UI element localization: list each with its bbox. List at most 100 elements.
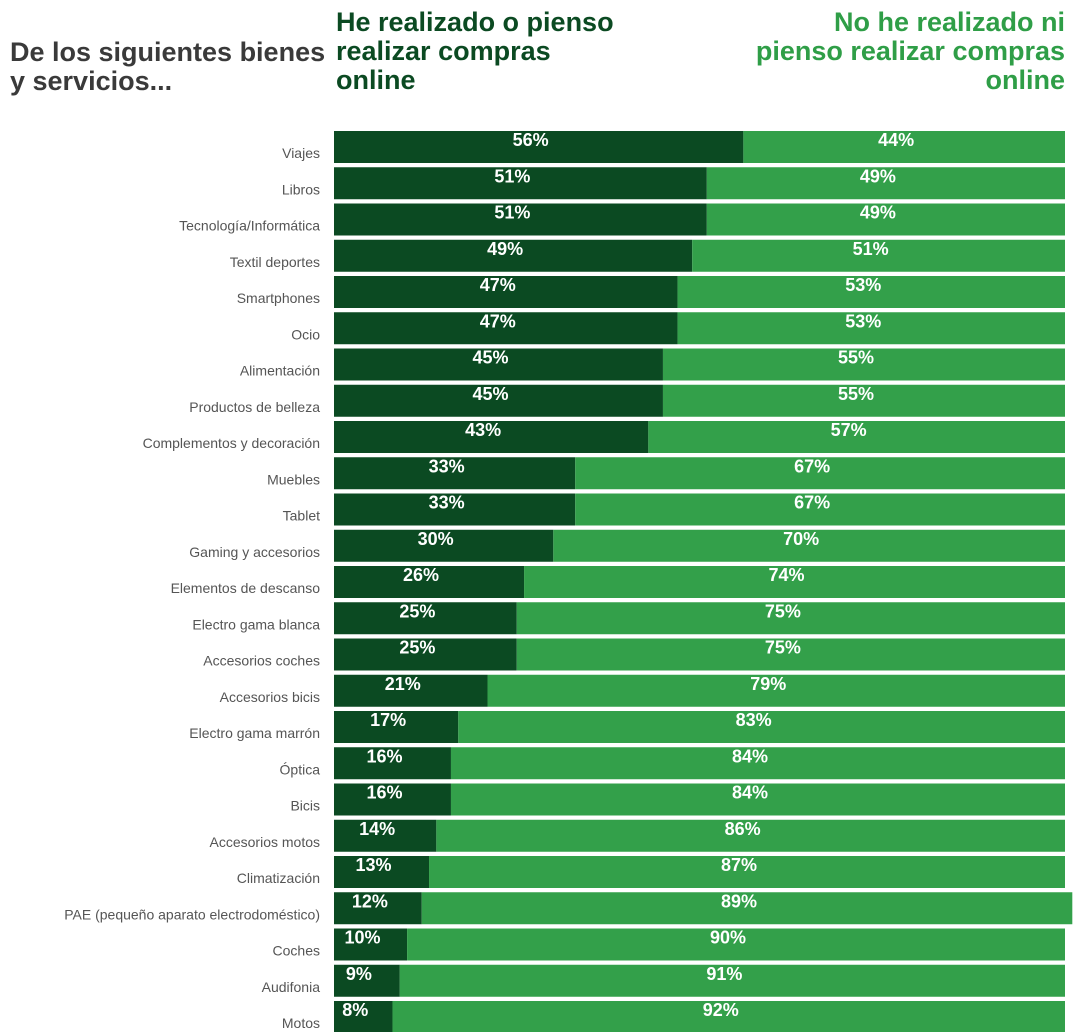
category-label: Textil deportes — [230, 254, 320, 270]
value-label-no-realizado: 84% — [732, 783, 768, 803]
value-label-no-realizado: 86% — [725, 819, 761, 839]
bar-segment-realizado — [334, 892, 422, 925]
bar-segment-no-realizado — [677, 312, 1065, 345]
value-label-no-realizado: 57% — [831, 420, 867, 440]
value-label-realizado: 13% — [355, 855, 391, 875]
bar-segment-no-realizado — [436, 819, 1066, 852]
bar-segment-no-realizado — [399, 964, 1065, 997]
value-label-realizado: 25% — [399, 638, 435, 658]
bar-segment-no-realizado — [662, 384, 1065, 417]
value-label-realizado: 45% — [472, 384, 508, 404]
category-label: Viajes — [282, 145, 320, 161]
value-label-realizado: 8% — [342, 1000, 368, 1020]
bar-segment-realizado — [334, 928, 408, 961]
category-label: Electro gama blanca — [192, 616, 320, 632]
bar-segment-no-realizado — [487, 674, 1065, 707]
category-label: Climatización — [237, 870, 320, 886]
bar-segment-no-realizado — [421, 892, 1073, 925]
category-label: Tablet — [283, 508, 320, 524]
bar-segment-no-realizado — [450, 783, 1066, 816]
bar-segment-no-realizado — [706, 167, 1065, 200]
bar-segment-realizado — [334, 747, 451, 780]
bar-segment-no-realizado — [407, 928, 1066, 961]
category-label: Accesorios coches — [203, 653, 320, 669]
bar-segment-no-realizado — [575, 457, 1065, 490]
value-label-realizado: 9% — [346, 964, 372, 984]
bar-segment-realizado — [334, 529, 554, 562]
bar-segment-no-realizado — [524, 566, 1065, 598]
bar-segment-realizado — [334, 312, 678, 345]
chart-question: De los siguientes bienes y servicios... — [10, 37, 326, 96]
value-label-no-realizado: 49% — [860, 203, 896, 223]
series-header-realizado: He realizado o pienso realizar compras o… — [336, 7, 614, 95]
category-label: Elementos de descanso — [171, 580, 321, 596]
category-label: Electro gama marrón — [189, 725, 320, 741]
bar-segment-realizado — [334, 131, 744, 163]
category-label: Accesorios bicis — [220, 689, 320, 705]
value-label-no-realizado: 84% — [732, 746, 768, 766]
value-label-no-realizado: 75% — [765, 601, 801, 621]
category-label: Motos — [282, 1015, 320, 1031]
category-label: Libros — [282, 181, 320, 197]
value-label-realizado: 21% — [385, 674, 421, 694]
category-label: Accesorios motos — [210, 834, 320, 850]
value-label-realizado: 16% — [366, 783, 402, 803]
category-label: PAE (pequeño aparato electrodoméstico) — [64, 906, 320, 922]
series-header-no-realizado: No he realizado ni pienso realizar compr… — [755, 7, 1065, 95]
bar-segment-realizado — [334, 602, 517, 635]
bar-segment-realizado — [334, 819, 437, 852]
bar-segment-realizado — [334, 167, 707, 200]
category-label: Smartphones — [237, 290, 320, 306]
bar-segment-realizado — [334, 674, 488, 707]
value-label-no-realizado: 92% — [703, 1000, 739, 1020]
value-label-no-realizado: 49% — [860, 166, 896, 186]
value-label-realizado: 14% — [359, 819, 395, 839]
value-label-no-realizado: 53% — [845, 311, 881, 331]
value-label-no-realizado: 70% — [783, 529, 819, 549]
category-label: Complementos y decoración — [143, 435, 320, 451]
bar-segment-realizado — [334, 348, 663, 381]
bar-segment-realizado — [334, 711, 459, 743]
bar-segment-realizado — [334, 856, 430, 888]
value-label-realizado: 25% — [399, 601, 435, 621]
bar-segment-realizado — [334, 566, 525, 598]
bar-segment-no-realizado — [743, 131, 1065, 163]
bar-segment-no-realizado — [392, 1001, 1066, 1032]
bar-segment-no-realizado — [575, 493, 1065, 526]
value-label-realizado: 12% — [352, 891, 388, 911]
value-label-realizado: 51% — [494, 203, 530, 223]
bar-segment-no-realizado — [648, 421, 1065, 453]
value-label-no-realizado: 67% — [794, 456, 830, 476]
value-label-realizado: 43% — [465, 420, 501, 440]
bar-segment-no-realizado — [706, 203, 1065, 236]
value-label-no-realizado: 75% — [765, 638, 801, 658]
value-label-realizado: 26% — [403, 565, 439, 585]
value-label-realizado: 56% — [513, 130, 549, 150]
bar-segment-no-realizado — [553, 529, 1065, 562]
value-label-realizado: 33% — [429, 456, 465, 476]
bar-segment-realizado — [334, 384, 663, 417]
value-label-no-realizado: 51% — [853, 239, 889, 259]
value-label-realizado: 51% — [494, 166, 530, 186]
value-label-realizado: 10% — [345, 928, 381, 948]
value-label-no-realizado: 87% — [721, 855, 757, 875]
value-label-realizado: 30% — [418, 529, 454, 549]
category-label: Alimentación — [240, 363, 320, 379]
bar-segment-realizado — [334, 239, 693, 272]
bar-segment-no-realizado — [677, 276, 1065, 308]
value-label-realizado: 45% — [472, 348, 508, 368]
value-label-realizado: 16% — [366, 746, 402, 766]
bar-segment-realizado — [334, 964, 400, 997]
value-label-no-realizado: 91% — [706, 964, 742, 984]
value-label-no-realizado: 55% — [838, 348, 874, 368]
value-label-no-realizado: 55% — [838, 384, 874, 404]
bar-segment-no-realizado — [516, 602, 1065, 635]
value-label-no-realizado: 67% — [794, 493, 830, 513]
category-label: Productos de belleza — [189, 399, 320, 415]
bar-segment-realizado — [334, 203, 707, 236]
category-label: Ocio — [291, 326, 320, 342]
value-label-realizado: 33% — [429, 493, 465, 513]
bar-segment-no-realizado — [429, 856, 1065, 888]
category-label: Bicis — [290, 798, 320, 814]
